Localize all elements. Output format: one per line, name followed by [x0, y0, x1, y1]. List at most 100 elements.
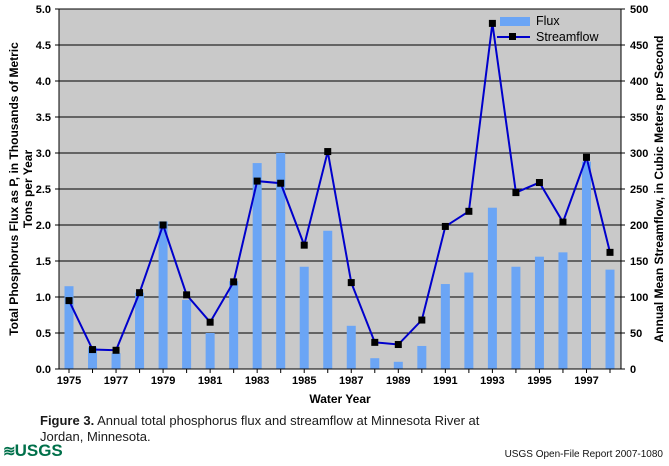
- left-axis-tick-label: 0.0: [36, 364, 51, 376]
- flux-bar: [464, 272, 474, 369]
- flux-bar: [393, 361, 403, 369]
- right-axis-tick-label: 450: [630, 40, 648, 52]
- flux-bar: [229, 281, 239, 369]
- flux-bar: [370, 358, 380, 369]
- flux-bar: [252, 163, 262, 369]
- streamflow-marker: [488, 19, 496, 27]
- x-axis-tick-label: 1995: [527, 375, 551, 387]
- streamflow-marker: [159, 221, 167, 229]
- x-axis-tick-label: 1991: [433, 375, 457, 387]
- x-axis-tick-label: 1979: [151, 375, 175, 387]
- left-axis-tick-label: 3.0: [36, 148, 51, 160]
- streamflow-line: [68, 23, 611, 352]
- flux-bar: [135, 292, 145, 369]
- right-axis-tick-label: 100: [630, 292, 648, 304]
- chart-area: 0.0 0.5 1.0 1.5 2.0 2.5 3.0 3.5 4.0 4.5 5.0 0 50 100 1…: [7, 4, 666, 406]
- flux-bar: [205, 333, 215, 369]
- x-axis-tick-label: 1985: [292, 375, 316, 387]
- streamflow-marker: [347, 279, 355, 287]
- left-axis-title-line1: Total Phosphorus Flux as P, in Thousands…: [7, 42, 21, 336]
- legend-item-flux: Flux: [497, 13, 599, 29]
- streamflow-marker: [535, 179, 543, 187]
- flux-bar: [64, 286, 74, 369]
- flux-bar: [323, 230, 333, 369]
- streamflow-marker: [582, 153, 590, 161]
- streamflow-marker: [512, 189, 520, 197]
- flux-bar: [299, 266, 309, 369]
- x-axis-title: Water Year: [309, 392, 371, 406]
- x-axis-tick-label: 1989: [386, 375, 410, 387]
- x-axis-tick-label: 1975: [57, 375, 81, 387]
- left-axis-tick-label: 1.0: [36, 292, 51, 304]
- streamflow-marker-icon: [509, 33, 516, 40]
- x-axis-tick-label: 1977: [104, 375, 128, 387]
- streamflow-marker: [465, 207, 473, 215]
- streamflow-marker: [559, 218, 567, 226]
- flux-bar: [487, 207, 497, 369]
- chart-canvas: 0.0 0.5 1.0 1.5 2.0 2.5 3.0 3.5 4.0 4.5 5.0 0 50 100 1…: [36, 4, 649, 387]
- streamflow-marker: [136, 289, 144, 297]
- right-axis-tick-label: 150: [630, 256, 648, 268]
- streamflow-marker: [418, 316, 426, 324]
- streamflow-marker: [230, 278, 238, 286]
- flux-bar: [605, 269, 615, 369]
- x-axis-tick-label: 1987: [339, 375, 363, 387]
- right-axis-tick-label: 50: [630, 328, 642, 340]
- streamflow-marker: [324, 148, 332, 156]
- right-axis-tick-label: 0: [630, 364, 636, 376]
- usgs-wave-icon: ≋: [3, 443, 16, 460]
- streamflow-marker: [65, 297, 73, 305]
- left-axis-tick-label: 2.5: [36, 184, 51, 196]
- left-axis-tick-label: 4.0: [36, 76, 51, 88]
- flux-bar: [111, 353, 121, 369]
- left-axis-tick-label: 4.5: [36, 40, 51, 52]
- left-axis-tick-label: 0.5: [36, 328, 51, 340]
- x-axis-tick-label: 1993: [480, 375, 504, 387]
- x-axis-tick-label: 1997: [574, 375, 598, 387]
- streamflow-marker: [112, 346, 120, 354]
- x-axis-tick-label: 1983: [245, 375, 269, 387]
- figure-caption-text: Annual total phosphorus flux and streamf…: [40, 413, 480, 444]
- flux-bar: [346, 325, 356, 369]
- flux-bar: [558, 252, 568, 369]
- streamflow-marker: [253, 177, 261, 185]
- streamflow-swatch-icon: [497, 33, 530, 40]
- legend-item-streamflow: Streamflow: [497, 29, 599, 45]
- streamflow-marker: [371, 338, 379, 346]
- left-axis-tick-label: 1.5: [36, 256, 51, 268]
- right-axis-tick-label: 250: [630, 184, 648, 196]
- report-number: USGS Open-File Report 2007-1080: [504, 449, 663, 460]
- usgs-logo: ≋ USGS: [3, 441, 63, 461]
- streamflow-marker: [300, 241, 308, 249]
- right-axis-tick-label: 300: [630, 148, 648, 160]
- flux-bar: [440, 284, 450, 369]
- flux-bar: [88, 347, 98, 369]
- streamflow-marker: [277, 179, 285, 187]
- right-axis-tick-label: 400: [630, 76, 648, 88]
- streamflow-marker: [441, 222, 449, 230]
- figure-caption-label: Figure 3.: [40, 413, 95, 428]
- flux-bar: [581, 161, 591, 369]
- right-axis-tick-label: 500: [630, 4, 648, 16]
- left-axis-tick-label: 5.0: [36, 4, 51, 16]
- streamflow-marker: [89, 346, 97, 354]
- figure-caption: Figure 3. Annual total phosphorus flux a…: [40, 413, 520, 445]
- legend-streamflow-label: Streamflow: [536, 30, 599, 44]
- usgs-logo-text: USGS: [14, 441, 63, 460]
- right-axis-tick-label: 350: [630, 112, 648, 124]
- flux-bar: [534, 256, 544, 369]
- streamflow-marker: [394, 341, 402, 349]
- streamflow-marker: [183, 291, 191, 299]
- flux-bar: [276, 153, 286, 369]
- left-axis-tick-label: 3.5: [36, 112, 51, 124]
- left-axis-tick-label: 2.0: [36, 220, 51, 232]
- right-axis-title: Annual Mean Streamflow, in Cubic Meters …: [652, 35, 666, 343]
- chart-legend: Flux Streamflow: [497, 13, 599, 45]
- flux-bar: [417, 345, 427, 369]
- x-axis-tick-label: 1981: [198, 375, 222, 387]
- left-axis-title: Total Phosphorus Flux as P, in Thousands…: [7, 9, 37, 369]
- right-axis-tick-label: 200: [630, 220, 648, 232]
- left-axis-title-line2: Tons per Year: [21, 149, 35, 229]
- legend-flux-label: Flux: [536, 14, 560, 28]
- flux-bar: [158, 221, 168, 369]
